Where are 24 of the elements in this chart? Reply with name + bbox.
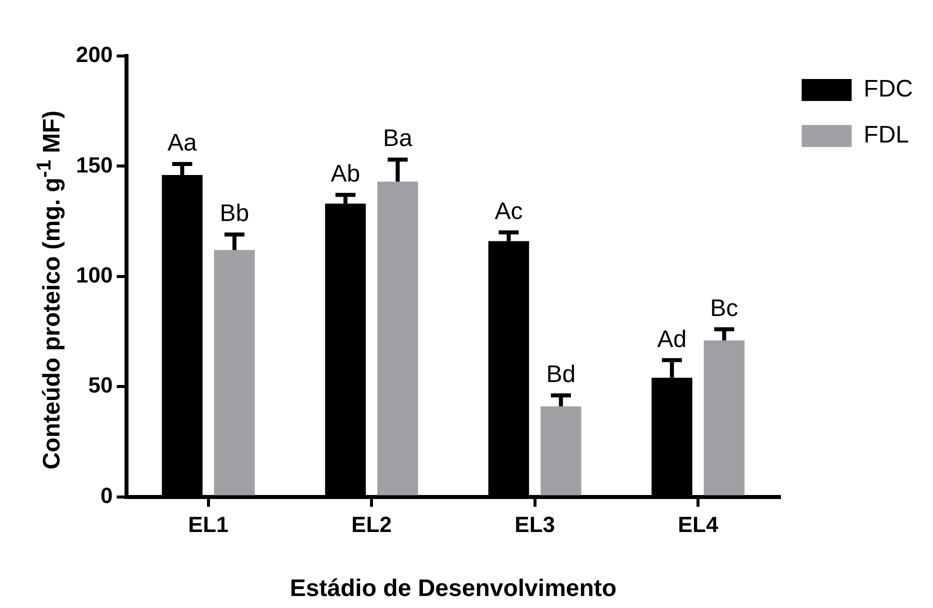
- data-label: Ab: [330, 160, 360, 188]
- legend-label: FDL: [864, 122, 910, 149]
- x-tick-label: EL4: [678, 512, 719, 538]
- y-tick-label: 200: [76, 42, 113, 68]
- y-tick-label: 0: [100, 482, 113, 508]
- data-label: Bb: [220, 200, 250, 228]
- x-tick-label: EL3: [514, 512, 555, 538]
- legend-label: FDC: [864, 76, 914, 103]
- bar: [540, 406, 582, 496]
- data-label: Bd: [546, 361, 576, 388]
- x-axis-title: Estádio de Desenvolvimento: [290, 575, 617, 602]
- data-label: Ba: [383, 125, 414, 152]
- data-label: Ad: [657, 326, 687, 353]
- data-label: Ac: [494, 198, 523, 225]
- bar: [704, 340, 745, 496]
- x-tick-label: EL2: [351, 512, 392, 538]
- y-tick-label: 100: [76, 262, 113, 288]
- x-tick-label: EL1: [188, 512, 229, 538]
- bar: [214, 250, 255, 496]
- y-tick-label: 150: [76, 152, 113, 178]
- bar: [377, 182, 418, 496]
- y-tick-label: 50: [88, 372, 113, 398]
- data-label: Bc: [710, 294, 738, 322]
- data-label: Aa: [168, 130, 198, 157]
